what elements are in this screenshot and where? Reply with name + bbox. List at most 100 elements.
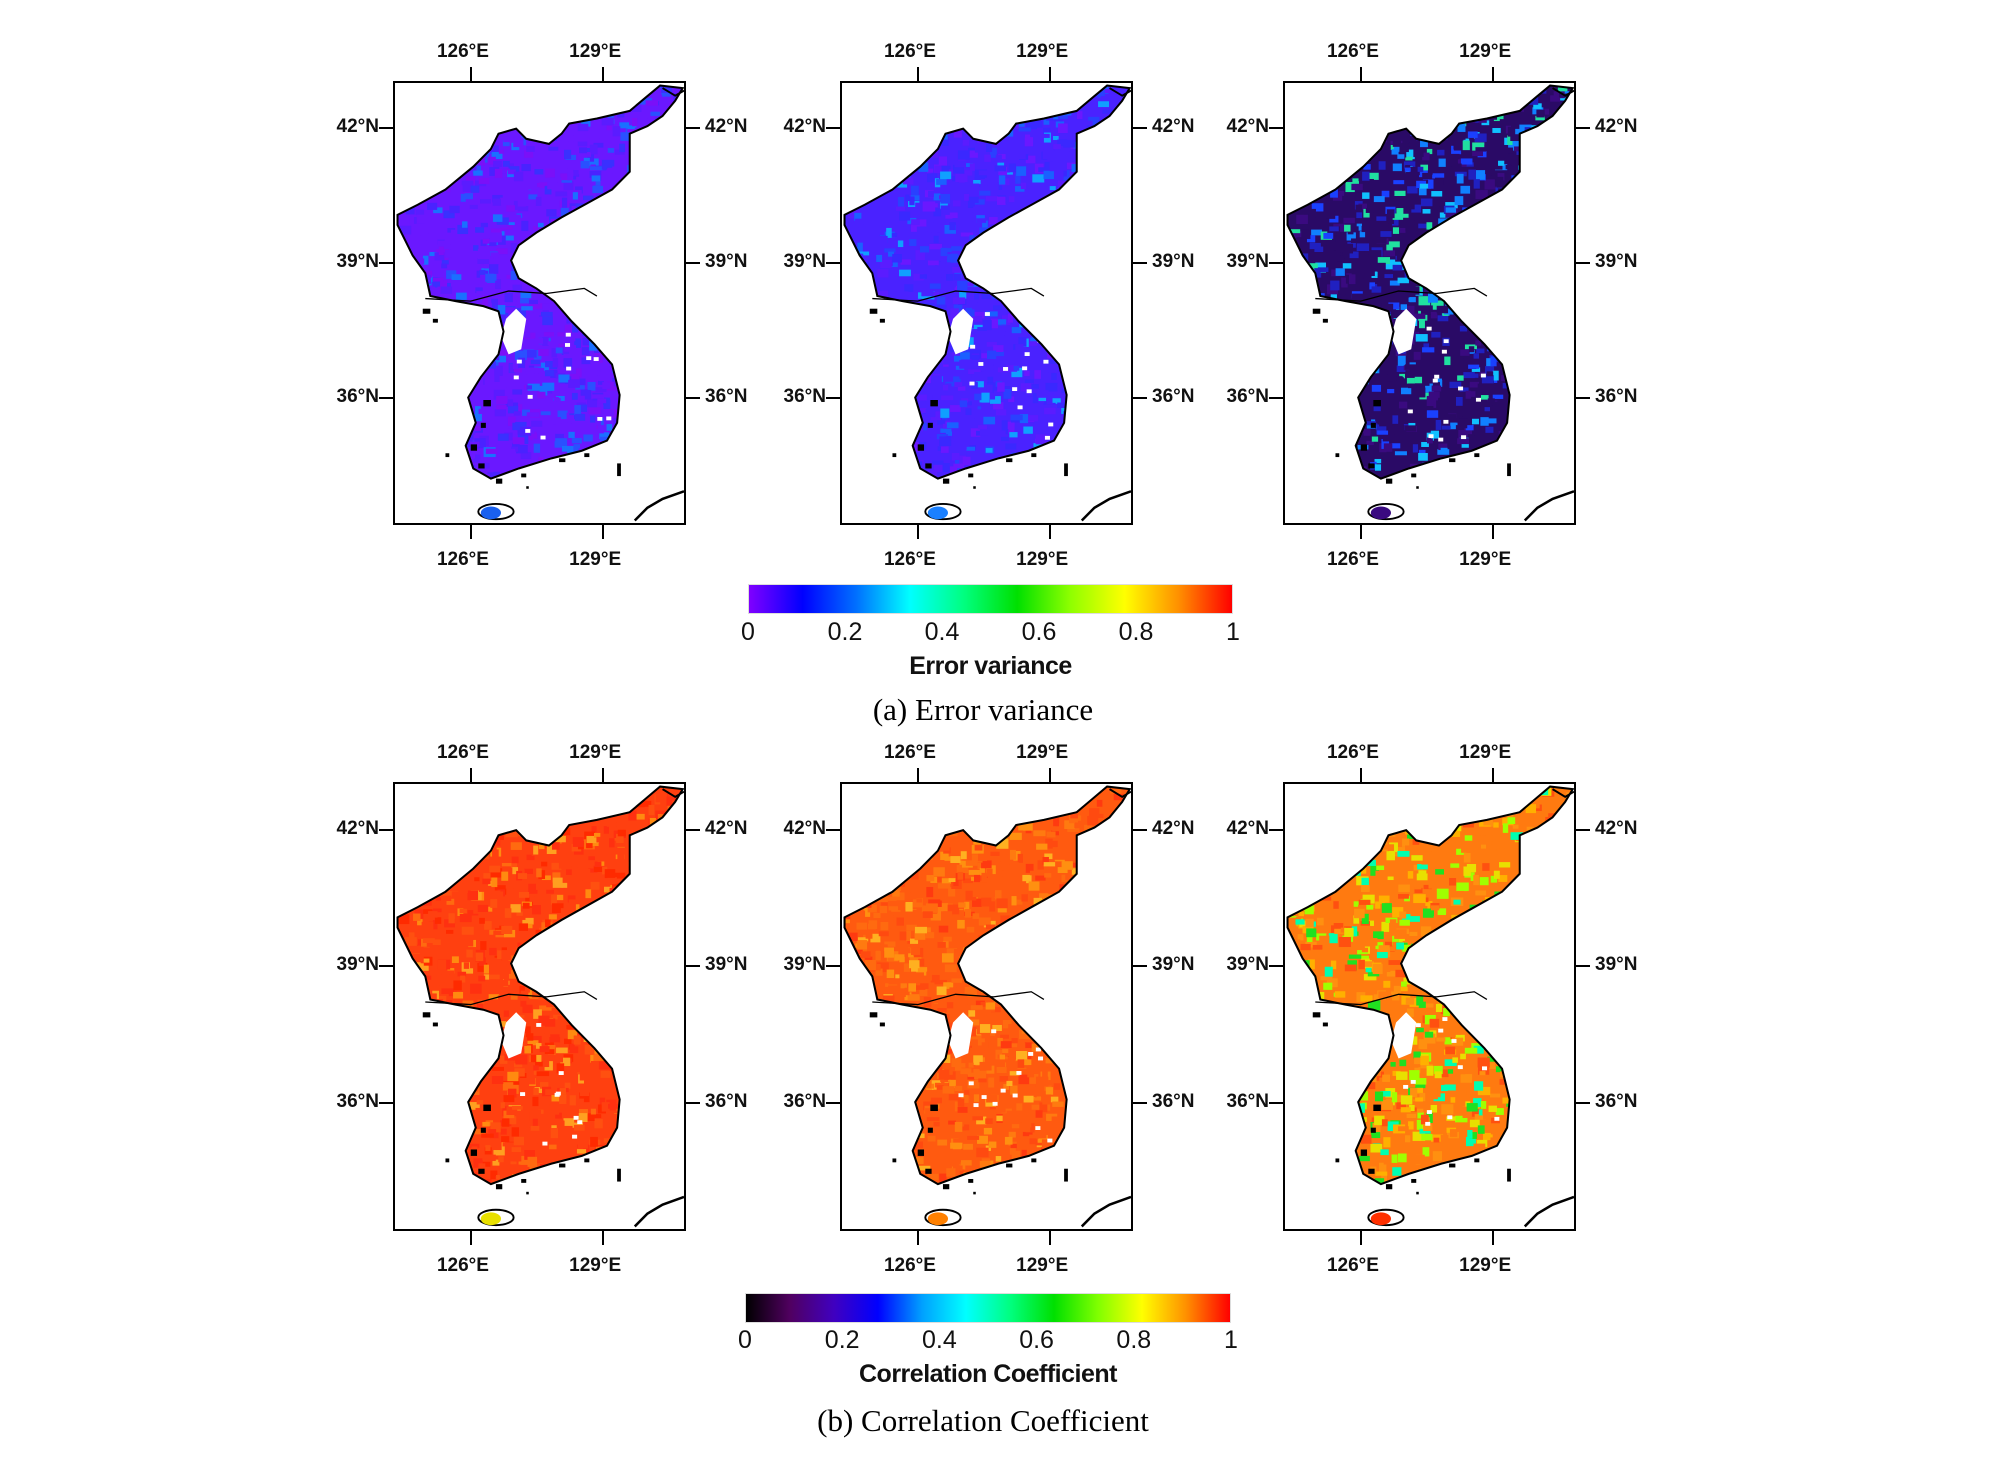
data-pixel	[646, 367, 653, 376]
data-pixel	[1340, 398, 1350, 408]
data-pixel	[1087, 307, 1095, 313]
data-pixel	[1463, 229, 1476, 234]
data-pixel	[897, 316, 910, 322]
data-pixel	[853, 440, 866, 447]
data-pixel	[1113, 151, 1126, 158]
data-pixel	[990, 96, 1001, 104]
data-pixel	[616, 1069, 624, 1080]
data-pixel	[529, 1163, 539, 1172]
missing-pixel	[606, 416, 612, 421]
data-pixel	[633, 459, 644, 469]
lon-tick	[602, 525, 605, 539]
data-pixel	[652, 177, 665, 187]
data-pixel	[1381, 303, 1394, 312]
data-pixel	[675, 119, 683, 128]
data-pixel	[1341, 380, 1349, 386]
data-pixel	[1039, 226, 1050, 231]
data-pixel	[1374, 125, 1384, 130]
data-pixel	[1438, 443, 1448, 451]
data-pixel	[1465, 162, 1474, 167]
data-pixel	[636, 445, 645, 455]
data-pixel	[907, 359, 919, 370]
data-pixel	[1450, 250, 1458, 255]
data-pixel	[1325, 161, 1335, 168]
data-pixel	[1463, 279, 1476, 289]
data-pixel	[634, 238, 641, 248]
data-pixel	[847, 347, 853, 352]
data-pixel	[410, 1152, 420, 1162]
data-pixel	[652, 285, 659, 293]
data-pixel	[631, 259, 638, 268]
data-pixel	[1108, 282, 1115, 288]
data-pixel	[675, 1138, 683, 1146]
data-pixel	[1103, 331, 1114, 336]
data-pixel	[1439, 463, 1450, 472]
data-pixel	[564, 345, 577, 352]
data-pixel	[492, 1090, 505, 1101]
data-pixel	[664, 235, 673, 242]
data-pixel	[459, 429, 469, 434]
data-pixel	[539, 182, 551, 188]
data-pixel	[561, 197, 568, 208]
data-pixel	[1311, 113, 1322, 120]
data-pixel	[1368, 350, 1377, 359]
data-pixel	[415, 167, 423, 173]
data-pixel	[474, 1073, 480, 1082]
data-pixel	[1362, 192, 1370, 199]
data-pixel	[933, 193, 941, 201]
data-pixel	[861, 440, 867, 446]
data-pixel	[538, 349, 549, 356]
data-pixel	[477, 1193, 485, 1202]
data-pixel	[1052, 274, 1062, 281]
data-pixel	[1525, 282, 1538, 289]
data-pixel	[1568, 259, 1573, 270]
data-pixel	[532, 1163, 543, 1168]
data-pixel	[588, 481, 593, 486]
data-pixel	[415, 939, 422, 946]
data-pixel	[1049, 312, 1057, 321]
data-pixel	[620, 132, 632, 141]
data-pixel	[1318, 140, 1328, 150]
island	[1474, 453, 1480, 458]
data-pixel	[1539, 256, 1549, 266]
data-pixel	[607, 322, 614, 332]
data-pixel	[494, 373, 500, 383]
data-pixel	[1050, 306, 1056, 313]
data-pixel	[1485, 426, 1494, 433]
data-pixel	[1041, 323, 1052, 333]
data-pixel	[413, 1172, 419, 1178]
data-pixel	[1547, 474, 1560, 479]
data-pixel	[681, 133, 683, 143]
data-pixel	[1470, 239, 1479, 248]
data-pixel	[562, 111, 573, 118]
data-pixel	[1372, 85, 1381, 92]
data-pixel	[595, 449, 603, 460]
data-pixel	[486, 341, 499, 350]
data-pixel	[1007, 313, 1014, 323]
data-pixel	[668, 901, 681, 912]
data-pixel	[397, 883, 409, 890]
data-pixel	[1122, 154, 1130, 163]
data-pixel	[1542, 234, 1550, 240]
data-pixel	[575, 313, 584, 320]
data-pixel	[410, 85, 422, 88]
data-pixel	[1471, 418, 1479, 425]
lat-tick	[1133, 127, 1147, 130]
data-pixel	[477, 482, 484, 491]
data-pixel	[490, 1170, 498, 1180]
data-pixel	[844, 457, 849, 466]
data-pixel	[592, 185, 604, 194]
data-pixel	[1076, 124, 1083, 132]
data-pixel	[617, 113, 625, 118]
data-pixel	[971, 381, 978, 389]
map-frame	[840, 81, 1133, 525]
data-pixel	[1022, 463, 1030, 472]
data-pixel	[1111, 236, 1119, 244]
data-pixel	[560, 1057, 571, 1067]
data-pixel	[617, 98, 624, 108]
data-pixel	[1397, 277, 1409, 284]
data-pixel	[1453, 144, 1461, 150]
data-pixel	[639, 883, 652, 892]
data-pixel	[1375, 112, 1386, 121]
data-pixel	[1529, 367, 1536, 378]
